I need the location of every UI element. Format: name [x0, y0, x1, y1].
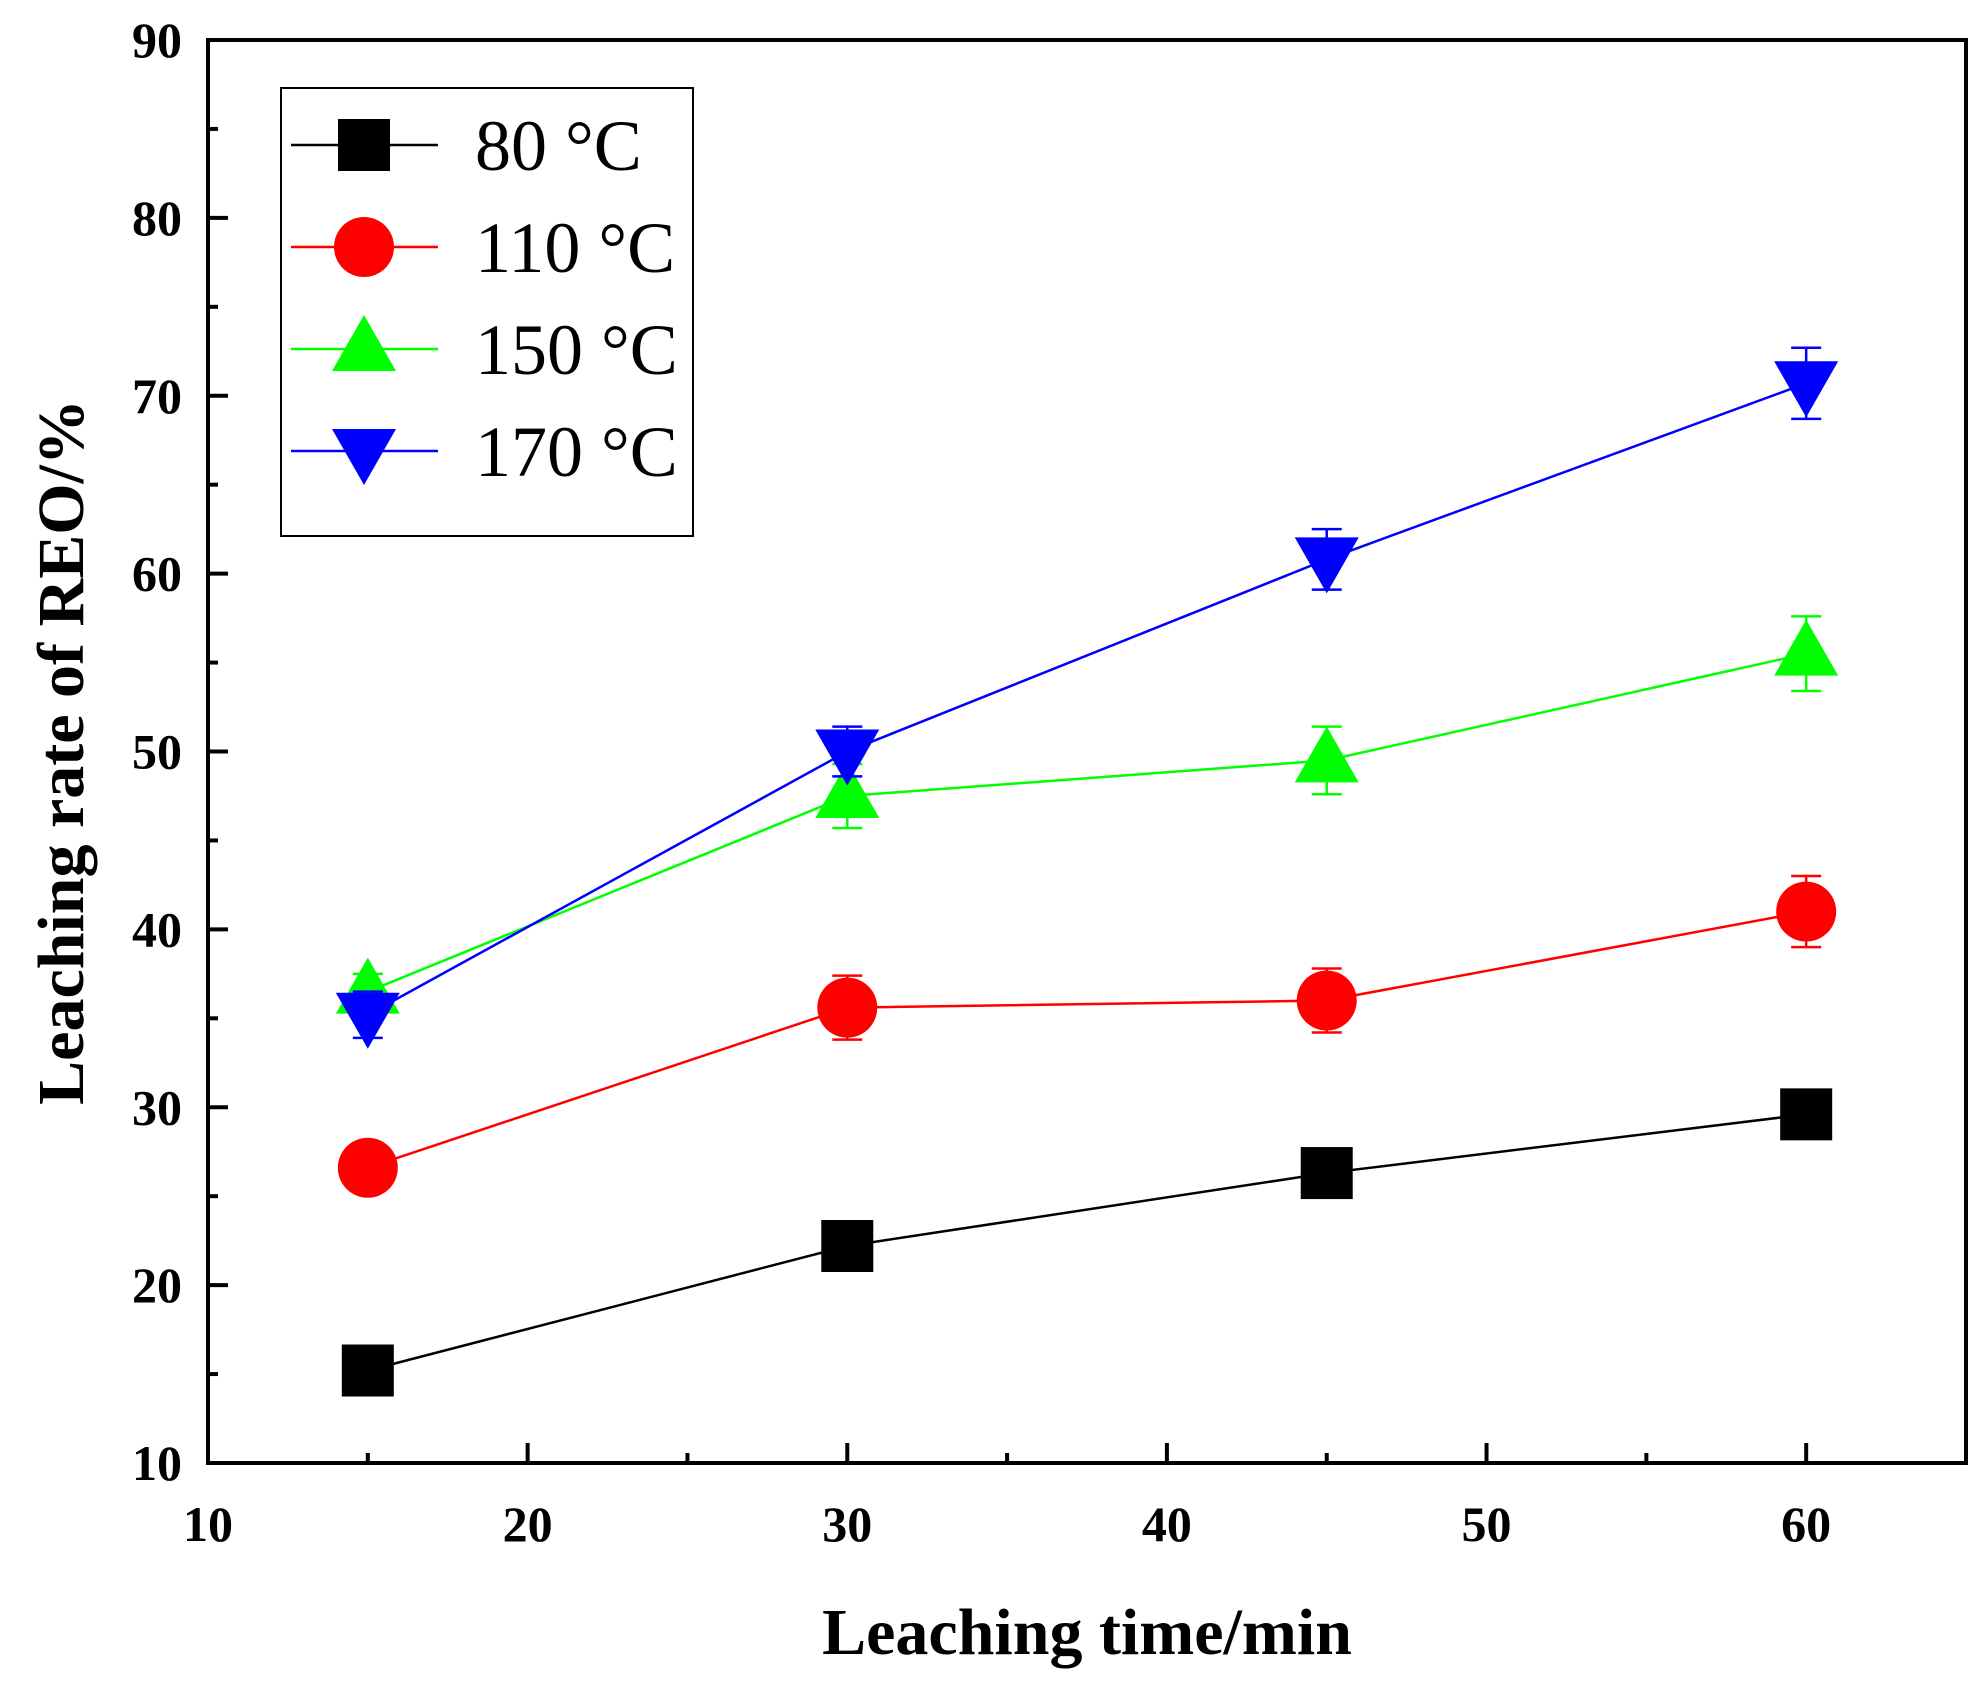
- x-tick-label-30: 30: [822, 1496, 872, 1552]
- y-tick-label-50: 50: [132, 724, 182, 780]
- series-line: [367, 1113, 1807, 1372]
- data-point: [1774, 619, 1839, 676]
- x-tick-label-20: 20: [503, 1496, 553, 1552]
- data-point: [815, 729, 880, 786]
- y-tick-label-70: 70: [132, 368, 182, 424]
- series-line: [367, 910, 1807, 1169]
- y-tick-label-40: 40: [132, 901, 182, 957]
- data-point: [817, 977, 878, 1038]
- data-point: [337, 1137, 398, 1198]
- x-tick-label-40: 40: [1142, 1496, 1192, 1552]
- legend-label-2: 150 °C: [475, 310, 678, 390]
- y-tick-label-60: 60: [132, 546, 182, 602]
- data-point: [1294, 537, 1359, 594]
- y-tick-label-10: 10: [132, 1435, 182, 1491]
- x-tick-label-60: 60: [1781, 1496, 1831, 1552]
- x-axis-title: Leaching time/min: [822, 1596, 1352, 1669]
- data-point: [341, 1344, 394, 1397]
- legend-marker-0: [338, 119, 390, 171]
- data-point: [821, 1219, 874, 1272]
- series-1: [337, 874, 1837, 1198]
- legend-marker-1: [334, 217, 394, 277]
- y-axis-title: Leaching rate of REO/%: [25, 399, 98, 1105]
- legend-marker-2: [332, 315, 396, 371]
- series-2: [335, 615, 1839, 1014]
- data-point: [1294, 726, 1359, 783]
- legend-marker-3: [332, 429, 396, 485]
- legend-label-3: 170 °C: [475, 412, 678, 492]
- y-tick-label-20: 20: [132, 1257, 182, 1313]
- data-point: [1296, 970, 1357, 1031]
- legend-label-0: 80 °C: [475, 106, 642, 186]
- data-point: [1300, 1147, 1353, 1200]
- data-point: [335, 992, 400, 1049]
- y-tick-label-30: 30: [132, 1079, 182, 1135]
- x-tick-label-10: 10: [183, 1496, 233, 1552]
- y-tick-label-90: 90: [132, 12, 182, 68]
- legend-label-1: 110 °C: [475, 208, 675, 288]
- x-tick-label-50: 50: [1462, 1496, 1512, 1552]
- data-point: [1776, 881, 1837, 942]
- y-tick-label-80: 80: [132, 190, 182, 246]
- series-line: [367, 652, 1807, 993]
- data-point: [815, 761, 880, 818]
- data-point: [1774, 361, 1839, 418]
- data-point: [1780, 1088, 1833, 1141]
- series-3: [335, 346, 1839, 1049]
- series-0: [341, 1088, 1833, 1397]
- series-line: [367, 382, 1807, 1016]
